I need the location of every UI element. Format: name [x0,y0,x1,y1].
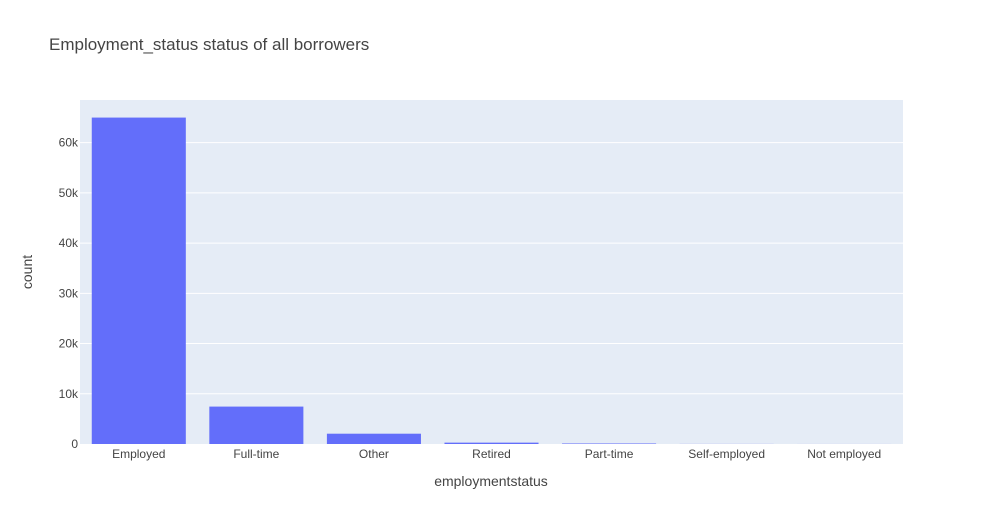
y-tick-label: 50k [59,186,79,200]
x-tick-label: Part-time [585,447,634,461]
bar-other[interactable] [326,433,421,444]
gridlines [80,142,903,395]
y-tick-label: 30k [59,286,79,300]
bar-part-time[interactable] [562,443,657,444]
y-tick-label: 10k [59,387,79,401]
x-tick-label: Not employed [807,447,881,461]
x-tick-label: Other [359,447,389,461]
x-tick-label: Self-employed [688,447,765,461]
y-tick-label: 40k [59,236,79,250]
bar-full-time[interactable] [209,406,304,444]
chart-title: Employment_status status of all borrower… [49,35,369,54]
y-tick-label: 0 [71,437,78,451]
x-tick-label: Full-time [233,447,279,461]
bar-retired[interactable] [444,442,539,444]
plot-area [80,100,903,444]
y-tick-label: 20k [59,337,79,351]
y-axis-title: count [19,255,35,289]
x-axis-title: employmentstatus [434,473,548,489]
x-tick-label: Retired [472,447,511,461]
x-tick-label: Employed [112,447,165,461]
x-axis-ticks: Employed Full-time Other Retired Part-time Se… [112,447,881,461]
y-axis-ticks: 0 10k 20k 30k 40k 50k 60k [59,136,79,451]
bar-employed[interactable] [91,117,186,444]
y-tick-label: 60k [59,136,79,150]
bars [91,117,892,444]
